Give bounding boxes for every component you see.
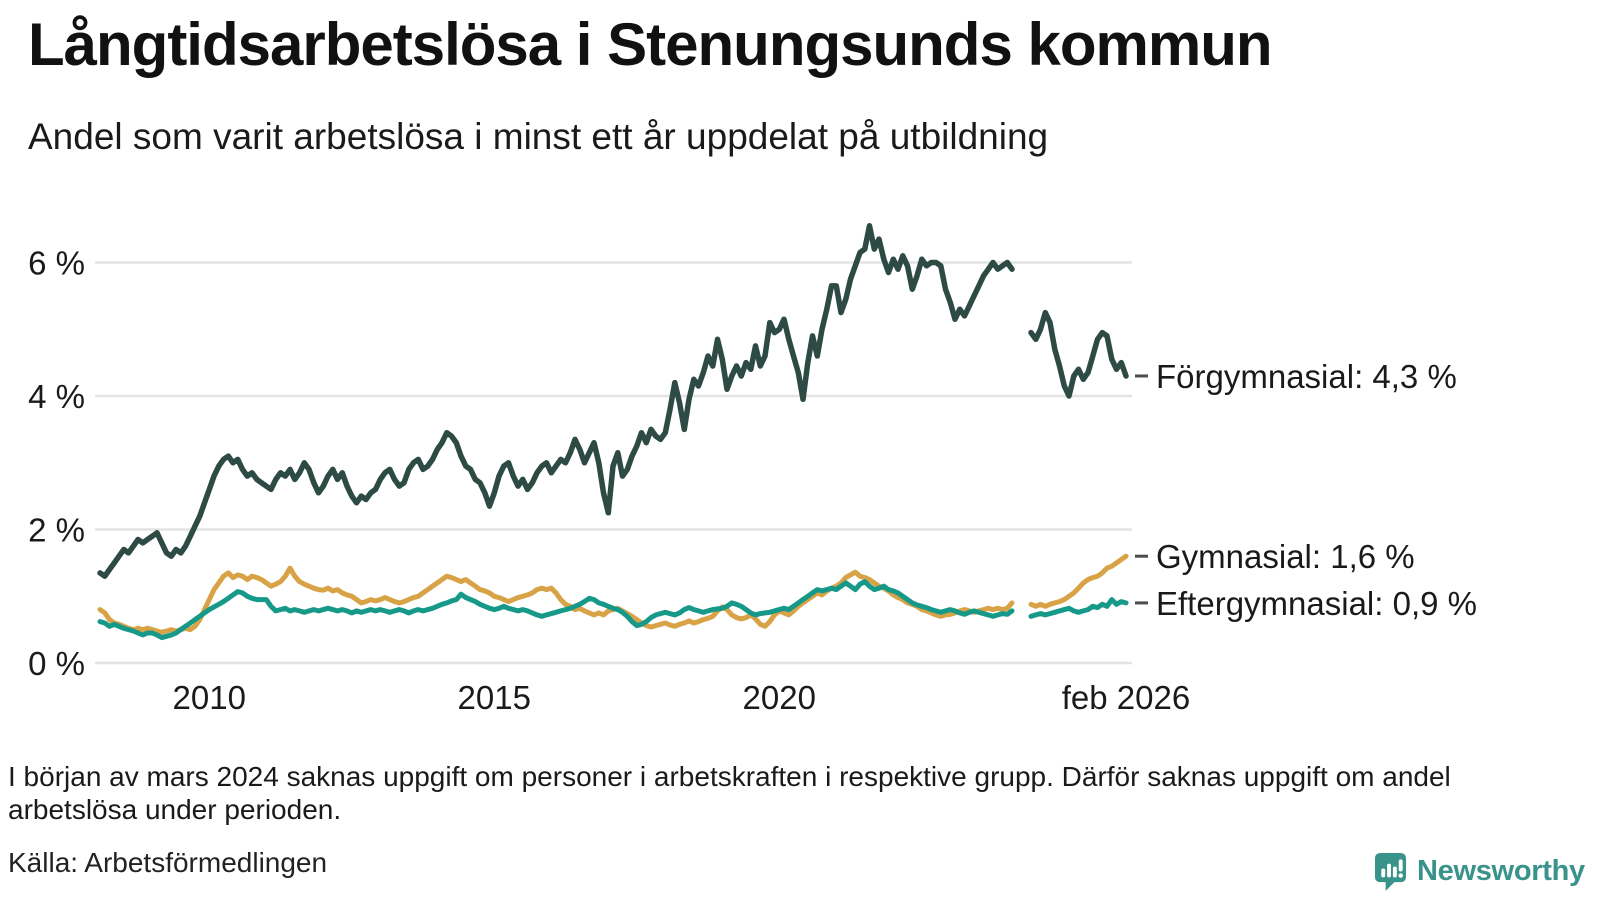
- newsworthy-chart-bubble-icon: [1374, 853, 1407, 891]
- series-end-label-eftergymnasial: Eftergymnasial: 0,9 %: [1156, 585, 1477, 622]
- source-label: Källa: Arbetsförmedlingen: [8, 847, 328, 878]
- series-line-gymnasial: [97, 553, 1129, 635]
- series-end-label-gymnasial: Gymnasial: 1,6 %: [1156, 538, 1415, 575]
- footnote-text: I början av mars 2024 saknas uppgift om …: [8, 761, 1451, 825]
- x-axis-tick-label: 2015: [458, 679, 531, 716]
- x-axis-tick-label: 2020: [743, 679, 816, 716]
- series-line-eftergymnasial: [97, 579, 1129, 641]
- series-end-label-förgymnasial: Förgymnasial: 4,3 %: [1156, 358, 1457, 395]
- newsworthy-wordmark: Newsworthy: [1417, 855, 1585, 887]
- page-title: Långtidsarbetslösa i Stenungsunds kommun: [28, 11, 1272, 78]
- series-line-förgymnasial: [97, 223, 1129, 579]
- page-subtitle: Andel som varit arbetslösa i minst ett å…: [28, 116, 1049, 157]
- x-axis-tick-label: feb 2026: [1062, 679, 1190, 716]
- newsworthy-logo: Newsworthy: [1374, 852, 1585, 891]
- y-axis-tick-label: 4 %: [28, 378, 85, 415]
- y-axis-tick-label: 2 %: [28, 512, 85, 549]
- y-axis-tick-label: 6 %: [28, 245, 85, 282]
- y-axis-tick-label: 0 %: [28, 645, 85, 682]
- x-axis-tick-label: 2010: [173, 679, 246, 716]
